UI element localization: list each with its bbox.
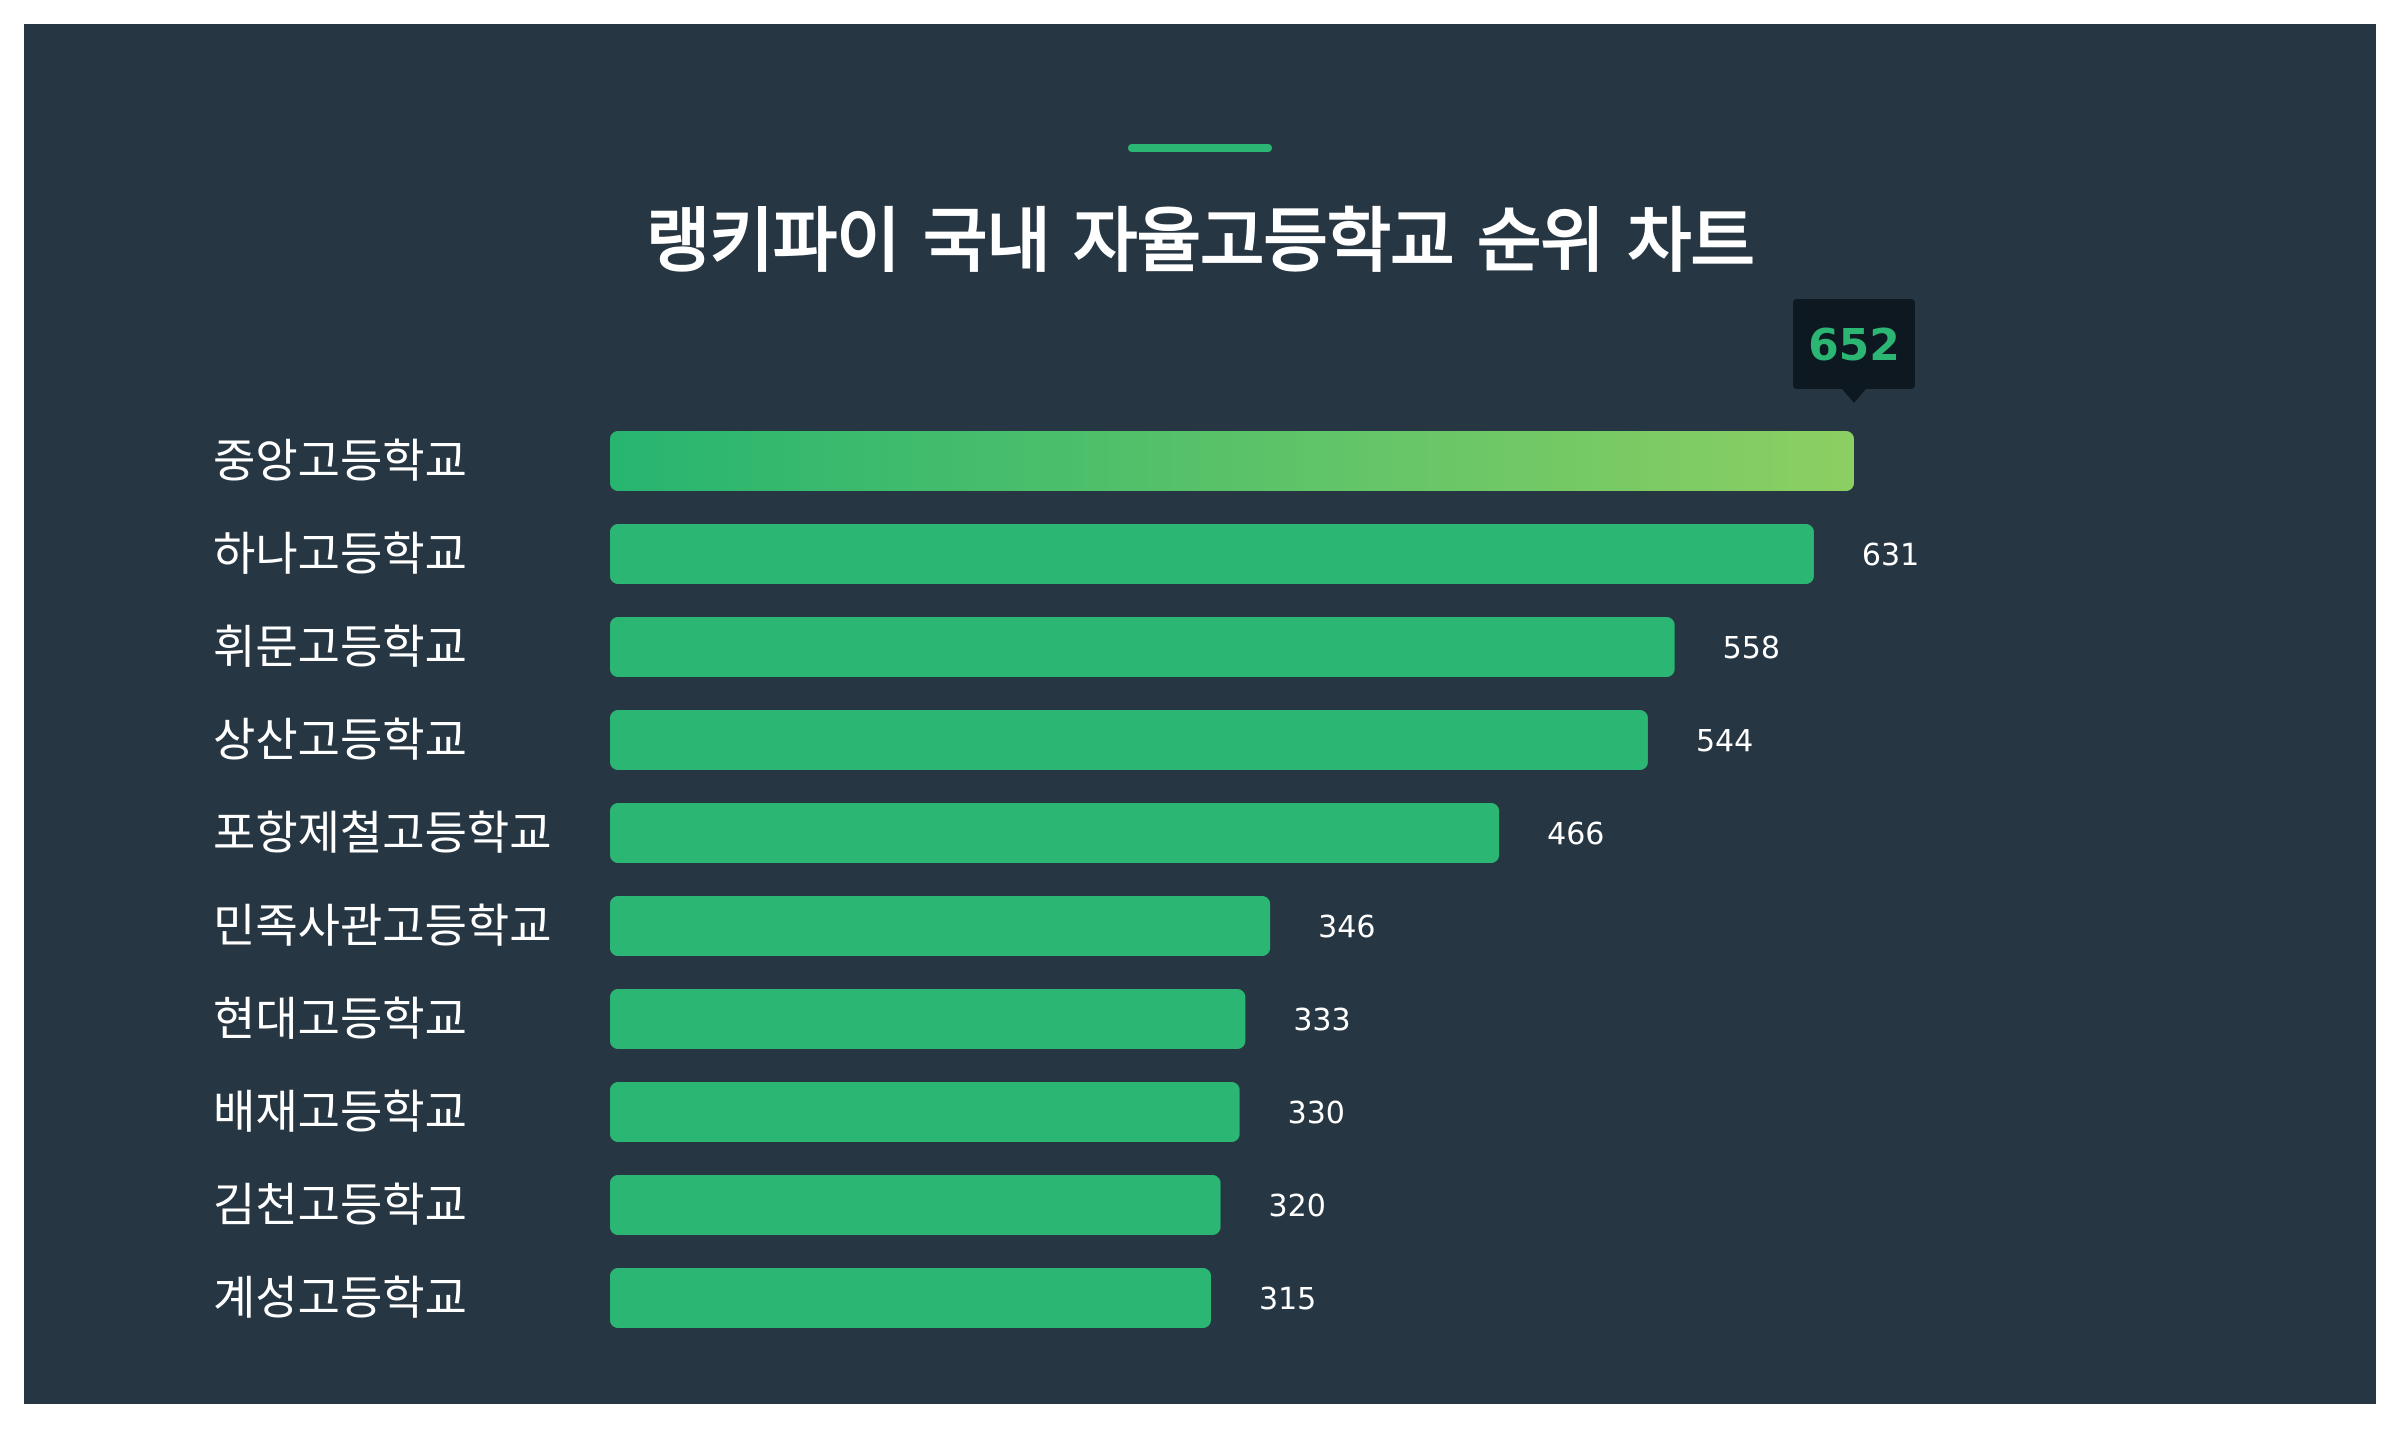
category-label: 현대고등학교 — [213, 992, 467, 1046]
chart-title: 랭키파이 국내 자율고등학교 순위 차트 — [646, 200, 1755, 282]
value-label: 346 — [1318, 910, 1375, 945]
category-label: 배재고등학교 — [213, 1085, 467, 1139]
bar[interactable] — [610, 524, 1814, 584]
bar[interactable] — [610, 431, 1854, 491]
value-label: 315 — [1259, 1282, 1316, 1317]
category-label: 하나고등학교 — [213, 527, 467, 581]
title-accent-line — [1128, 144, 1272, 152]
value-label: 466 — [1547, 817, 1604, 852]
value-label: 544 — [1696, 724, 1753, 759]
bar[interactable] — [610, 617, 1675, 677]
top-value-tooltip — [1793, 299, 1915, 389]
bar[interactable] — [610, 1175, 1221, 1235]
bar[interactable] — [610, 1082, 1240, 1142]
value-label: 330 — [1288, 1096, 1345, 1131]
bar[interactable] — [610, 803, 1500, 863]
bar[interactable] — [610, 896, 1271, 956]
top-value-label: 652 — [1808, 320, 1900, 371]
bar[interactable] — [610, 710, 1648, 770]
tooltip-pointer — [1842, 389, 1866, 403]
category-label: 포항제철고등학교 — [213, 806, 552, 860]
category-label: 민족사관고등학교 — [213, 899, 552, 953]
value-label: 558 — [1723, 631, 1780, 666]
category-label: 휘문고등학교 — [213, 620, 467, 674]
bar[interactable] — [610, 989, 1246, 1049]
value-label: 333 — [1293, 1003, 1350, 1038]
category-label: 김천고등학교 — [213, 1178, 467, 1232]
value-label: 631 — [1862, 538, 1919, 573]
category-label: 계성고등학교 — [213, 1271, 467, 1325]
category-label: 상산고등학교 — [213, 713, 467, 767]
bar[interactable] — [610, 1268, 1212, 1328]
value-label: 320 — [1269, 1189, 1326, 1224]
category-label: 중앙고등학교 — [213, 434, 467, 488]
